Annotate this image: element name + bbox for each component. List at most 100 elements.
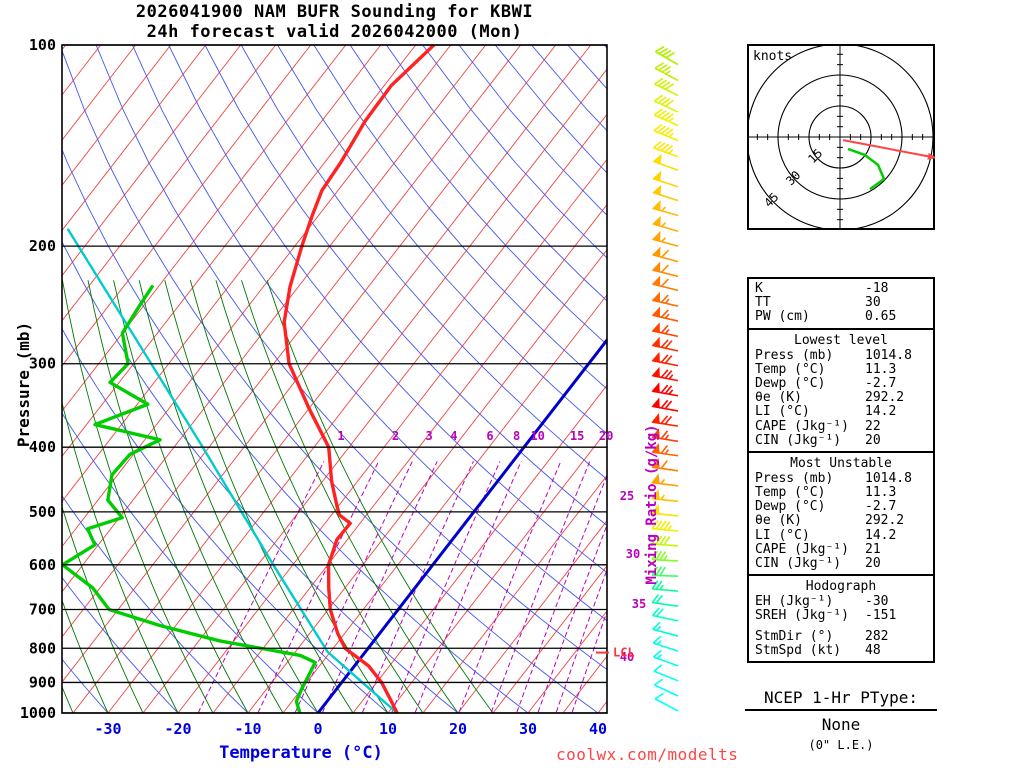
stat-row: Press (mb) 1014.8 <box>755 470 927 486</box>
dry-adiabat <box>313 45 607 390</box>
stat-label: LI (°C) <box>755 404 810 420</box>
wind-barb <box>652 621 679 637</box>
wind-barb <box>651 607 679 622</box>
isotherm <box>62 45 207 232</box>
mixing-ratio-label: 8 <box>513 429 520 443</box>
stat-label: LI (°C) <box>755 527 810 543</box>
stat-label: Dewp (°C) <box>755 375 826 391</box>
isotherm <box>62 45 242 277</box>
mixing-ratio-edge-label: 30 <box>626 547 640 561</box>
stat-row: Temp (°C) 11.3 <box>755 361 927 377</box>
wind-barb <box>651 442 679 457</box>
stat-row: Dewp (°C) -2.7 <box>755 375 927 391</box>
stat-value: -18 <box>865 281 889 296</box>
stat-value: 0.65 <box>865 309 897 325</box>
hodograph-ring <box>747 44 934 230</box>
ptype-title: NCEP 1-Hr PType: <box>763 688 919 707</box>
stats-section-title: Hodograph <box>805 579 877 595</box>
stats-section-title: Most Unstable <box>790 455 892 471</box>
dry-adiabat <box>62 576 179 713</box>
mixing-ratio-line <box>414 461 522 713</box>
ptype-divider <box>745 709 937 711</box>
stat-value: 48 <box>865 642 881 658</box>
isotherm <box>62 45 417 503</box>
pressure-tick-label: 900 <box>29 673 56 691</box>
hodograph-units-label: knots <box>753 49 792 64</box>
isotherm <box>422 474 607 713</box>
stat-label: θe (K) <box>755 390 802 406</box>
wind-barb <box>653 94 679 113</box>
mixing-ratio-label: 20 <box>599 429 613 443</box>
stat-value: -2.7 <box>865 499 897 515</box>
dry-adiabat <box>349 45 607 346</box>
wind-barb <box>651 306 679 322</box>
stats-section: Hodograph EH (Jkg⁻¹) -30 SREH (Jkg⁻¹) -151 St… <box>749 574 933 661</box>
mixing-ratio-line <box>361 461 474 713</box>
stat-value: 11.3 <box>865 361 897 377</box>
dewpoint-curve <box>62 284 317 713</box>
stats-top-block: K -18 TT 30 PW (cm) 0.65 <box>749 279 933 328</box>
moist-adiabat <box>113 280 284 713</box>
wind-barb <box>652 170 679 188</box>
pressure-tick-label: 500 <box>29 503 56 521</box>
wind-barb <box>651 322 679 338</box>
isotherm <box>62 45 312 367</box>
stat-label: CAPE (Jkg⁻¹) <box>755 418 849 434</box>
stat-value: 20 <box>865 432 881 448</box>
pressure-tick-label: 400 <box>29 438 56 456</box>
stat-label: Temp (°C) <box>755 361 826 377</box>
mixing-ratio-label: 1 <box>337 429 344 443</box>
isotherm <box>387 429 607 713</box>
pressure-tick-labels: 100 200 300 400 500 600 700 800 900 1000 <box>20 36 56 722</box>
isotherm <box>492 565 607 713</box>
mixing-ratio-line <box>537 523 607 713</box>
wind-barb <box>651 566 679 577</box>
wind-barb <box>651 246 679 263</box>
temp-tick-label: -10 <box>234 720 261 738</box>
temp-tick-label: 0 <box>313 720 322 738</box>
wind-barb <box>652 153 679 172</box>
moist-adiabat <box>189 280 389 713</box>
stats-section: Most Unstable Press (mb) 1014.8 Temp (°C) 11… <box>749 450 933 574</box>
stat-value: 22 <box>865 418 881 434</box>
wind-barb <box>651 580 679 592</box>
isotherm <box>352 384 607 713</box>
ptype-panel: NCEP 1-Hr PType: None (0" L.E.) <box>745 688 937 752</box>
dry-adiabat <box>240 45 607 480</box>
stat-label: CAPE (Jkg⁻¹) <box>755 541 849 557</box>
stat-label: EH (Jkg⁻¹) <box>755 594 834 610</box>
stat-label: Press (mb) <box>755 470 834 486</box>
mixing-ratio-edge-label: 40 <box>620 650 634 664</box>
stat-label: CIN (Jkg⁻¹) <box>755 556 842 571</box>
wind-barb <box>653 649 679 667</box>
wind-barb <box>651 428 679 443</box>
dry-adiabat <box>62 658 109 713</box>
stat-label: TT <box>755 295 771 311</box>
stat-row: StmSpd (kt) 48 <box>755 642 927 658</box>
wind-barbs <box>651 45 679 712</box>
stat-value: 292.2 <box>865 390 905 406</box>
dry-adiabat <box>62 327 389 713</box>
wind-barb <box>651 503 679 517</box>
temp-tick-label: -20 <box>164 720 191 738</box>
stat-value: 11.3 <box>865 485 897 501</box>
stat-label: Temp (°C) <box>755 485 826 501</box>
wind-barb <box>651 412 679 427</box>
wind-barb <box>651 473 679 487</box>
mixing-ratio-line <box>490 461 591 713</box>
moist-adiabat <box>62 280 214 713</box>
mixing-ratio-line <box>555 568 607 713</box>
stat-row: LI (°C) 14.2 <box>755 527 927 543</box>
moist-adiabats <box>62 280 494 713</box>
stat-value: -151 <box>865 608 897 624</box>
stat-row: EH (Jkg⁻¹) -30 <box>755 594 927 610</box>
dry-adiabat <box>204 45 607 527</box>
dry-adiabat <box>131 45 607 622</box>
stat-label: Press (mb) <box>755 347 834 363</box>
temp-tick-label: 40 <box>589 720 607 738</box>
stat-label: StmSpd (kt) <box>755 642 842 658</box>
chart-title: 2026041900 NAM BUFR Sounding for KBWI <box>135 2 534 22</box>
pressure-tick-label: 700 <box>29 601 56 619</box>
plot-frame <box>61 44 608 714</box>
